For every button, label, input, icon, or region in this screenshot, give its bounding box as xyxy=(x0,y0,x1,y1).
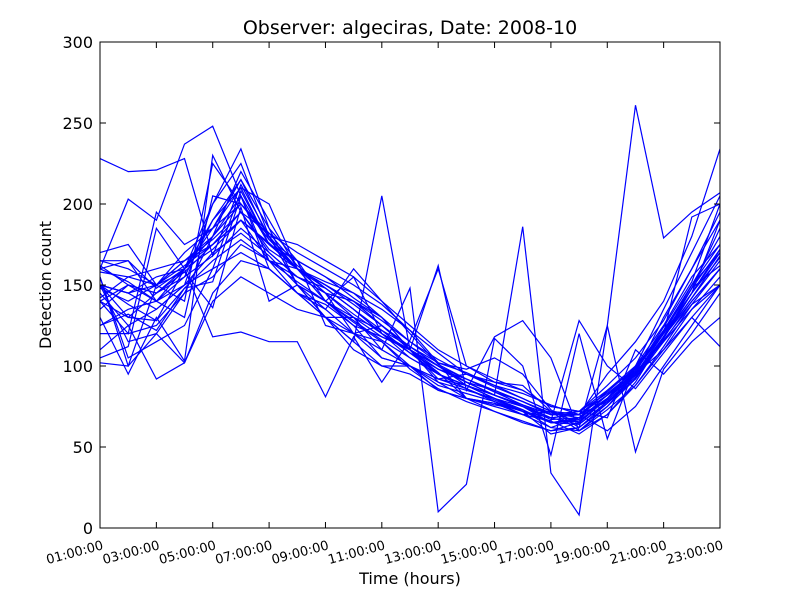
series-line-day-28 xyxy=(99,260,721,432)
y-tick-label: 250 xyxy=(62,114,93,133)
y-tick-label: 200 xyxy=(62,195,93,214)
series-layer xyxy=(99,105,721,517)
series-line-day-30 xyxy=(99,203,721,514)
series-line-day-05 xyxy=(99,162,721,416)
chart-title: Observer: algeciras, Date: 2008-10 xyxy=(243,17,577,39)
series-line-day-22 xyxy=(99,203,721,424)
y-axis: 0 50 100 150 200 250 300 xyxy=(62,33,720,538)
series-line-day-26 xyxy=(99,211,721,455)
y-tick-label: 300 xyxy=(62,33,93,52)
series-line-day-29 xyxy=(99,205,721,432)
series-line-day-09 xyxy=(99,162,721,432)
x-axis-label: Time (hours) xyxy=(358,569,461,588)
series-line-day-18 xyxy=(99,211,721,416)
y-tick-label: 100 xyxy=(62,357,93,376)
y-tick-label: 50 xyxy=(73,438,93,457)
y-tick-label: 0 xyxy=(83,519,93,538)
series-line-day-31 xyxy=(99,105,721,517)
y-tick-label: 150 xyxy=(62,276,93,295)
y-axis-label: Detection count xyxy=(36,221,55,349)
